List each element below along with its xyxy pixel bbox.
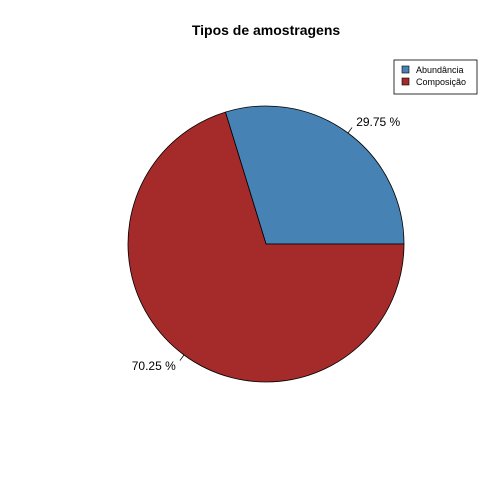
pie-label-2: 70.25 %	[132, 359, 176, 373]
legend-items: Abundância Composição	[401, 65, 466, 87]
pie-label-tick-2	[179, 354, 185, 361]
pie-slices	[127, 105, 405, 383]
chart-title: Tipos de amostragens	[192, 22, 341, 38]
legend-swatch-2	[401, 77, 410, 86]
pie-labels: 29.75 % 70.25 %	[132, 115, 401, 373]
legend-label-1: Abundância	[416, 65, 464, 75]
legend: Abundância Composição	[393, 59, 478, 95]
pie-label-1: 29.75 %	[356, 115, 400, 129]
pie-slice-2	[127, 111, 405, 383]
legend-box	[393, 59, 478, 95]
legend-swatch-1	[401, 65, 410, 74]
pie-slice-1	[224, 105, 405, 245]
legend-label-2: Composição	[416, 77, 466, 87]
pie-label-tick-1	[347, 127, 353, 134]
